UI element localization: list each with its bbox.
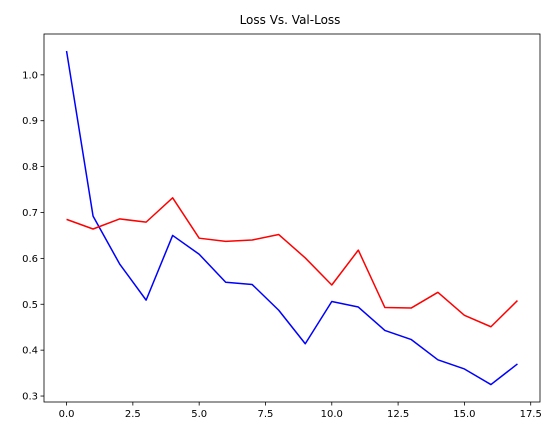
y-tick-label: 0.5 bbox=[22, 300, 38, 311]
series-line-1 bbox=[66, 197, 518, 328]
x-tick-label: 10.0 bbox=[321, 409, 343, 420]
x-tick-label: 15.0 bbox=[453, 409, 475, 420]
x-tick-label: 7.5 bbox=[258, 409, 274, 420]
y-tick-label: 0.8 bbox=[22, 162, 38, 173]
y-tick-label: 0.6 bbox=[22, 254, 38, 265]
y-tick-label: 0.9 bbox=[22, 116, 38, 127]
x-tick-label: 12.5 bbox=[387, 409, 409, 420]
plot-frame bbox=[43, 33, 541, 403]
x-tick-label: 5.0 bbox=[191, 409, 207, 420]
x-tick-label: 17.5 bbox=[520, 409, 542, 420]
x-tick-label: 2.5 bbox=[125, 409, 141, 420]
y-tick-label: 0.3 bbox=[22, 392, 38, 403]
y-tick-label: 0.4 bbox=[22, 346, 38, 357]
y-tick-label: 1.0 bbox=[22, 70, 38, 81]
x-tick-label: 0.0 bbox=[59, 409, 75, 420]
series-layer bbox=[65, 50, 518, 386]
series-line-0 bbox=[65, 50, 518, 386]
y-tick-label: 0.7 bbox=[22, 208, 38, 219]
axes-layer: 0.0 2.5 5.0 7.5 10.0 12.5 15.0 17.5 0.3 0.4 0.5 0.6… bbox=[22, 33, 542, 420]
chart-title: Loss Vs. Val-Loss bbox=[240, 13, 341, 27]
